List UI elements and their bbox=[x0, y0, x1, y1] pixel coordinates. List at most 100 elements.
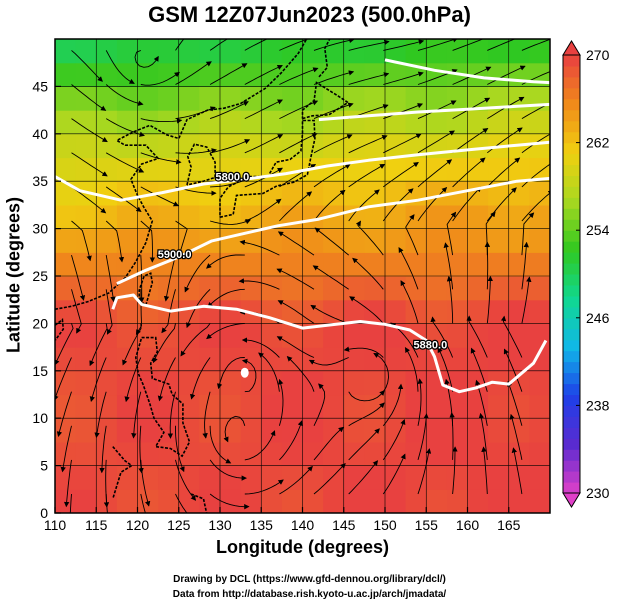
field-cell bbox=[426, 465, 448, 490]
streamline bbox=[163, 254, 176, 302]
field-cell bbox=[178, 489, 200, 513]
field-cell bbox=[96, 418, 118, 443]
coastline bbox=[55, 318, 65, 341]
field-cell bbox=[323, 323, 345, 348]
field-cell bbox=[405, 86, 427, 111]
field-cell bbox=[467, 276, 489, 301]
field-cell bbox=[55, 276, 77, 301]
streamline bbox=[71, 118, 108, 143]
coastline bbox=[186, 143, 216, 186]
field-cell bbox=[55, 394, 77, 419]
field-cell bbox=[178, 204, 200, 230]
field-cell bbox=[467, 489, 489, 513]
field-cell bbox=[199, 276, 221, 301]
streamline bbox=[478, 412, 488, 460]
field-cell bbox=[364, 323, 386, 348]
field-cell bbox=[508, 276, 530, 301]
field-cell bbox=[323, 133, 345, 159]
colorbar-segment bbox=[563, 197, 580, 209]
field-cell bbox=[302, 370, 324, 396]
field-cell bbox=[446, 228, 469, 253]
streamline bbox=[276, 336, 315, 358]
field-cell bbox=[323, 276, 345, 301]
field-cell bbox=[55, 228, 77, 253]
colorbar-segment bbox=[563, 55, 580, 67]
field-cell bbox=[55, 86, 77, 111]
field-cell bbox=[323, 204, 345, 230]
y-tick-label: 45 bbox=[32, 78, 48, 94]
field-cell bbox=[467, 110, 489, 135]
field-cell bbox=[529, 323, 550, 348]
colorbar-segment bbox=[563, 263, 580, 275]
field-cell bbox=[158, 465, 180, 490]
field-cell bbox=[240, 489, 262, 513]
streamline bbox=[521, 212, 535, 256]
field-cell bbox=[178, 133, 200, 159]
field-cell bbox=[55, 157, 77, 182]
colorbar-min-arrow bbox=[562, 492, 581, 508]
field-cell bbox=[178, 418, 200, 443]
field-cell bbox=[467, 157, 489, 182]
field-cell bbox=[488, 394, 510, 419]
field-cell bbox=[488, 323, 510, 348]
streamline bbox=[348, 402, 385, 427]
streamline bbox=[521, 102, 550, 119]
streamline bbox=[503, 348, 523, 392]
field-cell bbox=[158, 394, 180, 419]
field-cell bbox=[323, 370, 345, 396]
x-tick-label: 120 bbox=[126, 517, 150, 533]
field-cell bbox=[343, 323, 365, 348]
field-cell bbox=[405, 39, 427, 64]
field-cell bbox=[220, 133, 242, 159]
field-cell bbox=[158, 204, 180, 230]
field-cell bbox=[137, 418, 159, 443]
field-cell bbox=[220, 299, 242, 324]
field-cell bbox=[55, 418, 77, 443]
field-cell bbox=[508, 323, 530, 348]
streamline bbox=[348, 390, 385, 402]
streamline bbox=[210, 139, 251, 154]
contour-labels: 5800.0 5900.0 5880.0 bbox=[157, 170, 449, 352]
streamline bbox=[382, 453, 406, 495]
field-cell bbox=[240, 276, 262, 301]
field-cell bbox=[302, 489, 324, 513]
streamline bbox=[140, 71, 180, 86]
streamline bbox=[487, 65, 526, 85]
streamline bbox=[348, 72, 390, 85]
colorbar-segment bbox=[563, 76, 580, 89]
field-cell bbox=[178, 441, 200, 467]
field-cell bbox=[55, 110, 77, 135]
streamline bbox=[417, 39, 459, 51]
streamline bbox=[60, 425, 72, 473]
colorbar-segment bbox=[563, 230, 580, 242]
field-cell bbox=[281, 299, 304, 324]
streamline bbox=[452, 186, 482, 222]
field-cell bbox=[488, 86, 510, 111]
field-cell bbox=[137, 465, 159, 490]
colorbar-segment bbox=[563, 306, 580, 319]
field-cell bbox=[75, 204, 97, 230]
field-cell bbox=[529, 133, 550, 159]
field-cell bbox=[55, 133, 77, 159]
streamline bbox=[207, 288, 245, 308]
streamline bbox=[71, 289, 82, 334]
field-cell bbox=[261, 347, 283, 372]
field-cell bbox=[446, 299, 469, 324]
field-cell bbox=[240, 157, 262, 182]
streamline bbox=[404, 347, 419, 392]
streamline bbox=[244, 198, 282, 222]
field-cell bbox=[261, 418, 283, 443]
field-cell bbox=[343, 62, 365, 87]
field-cell bbox=[323, 86, 345, 111]
streamline bbox=[481, 446, 488, 495]
field-cell bbox=[116, 228, 139, 253]
field-cell bbox=[405, 157, 427, 182]
streamline bbox=[279, 465, 313, 495]
streamline bbox=[383, 133, 422, 154]
streamline bbox=[446, 211, 457, 256]
streamline bbox=[310, 304, 349, 324]
field-cell bbox=[137, 110, 159, 135]
field-cell bbox=[240, 418, 262, 443]
field-cell bbox=[281, 323, 304, 348]
streamline bbox=[417, 130, 455, 154]
